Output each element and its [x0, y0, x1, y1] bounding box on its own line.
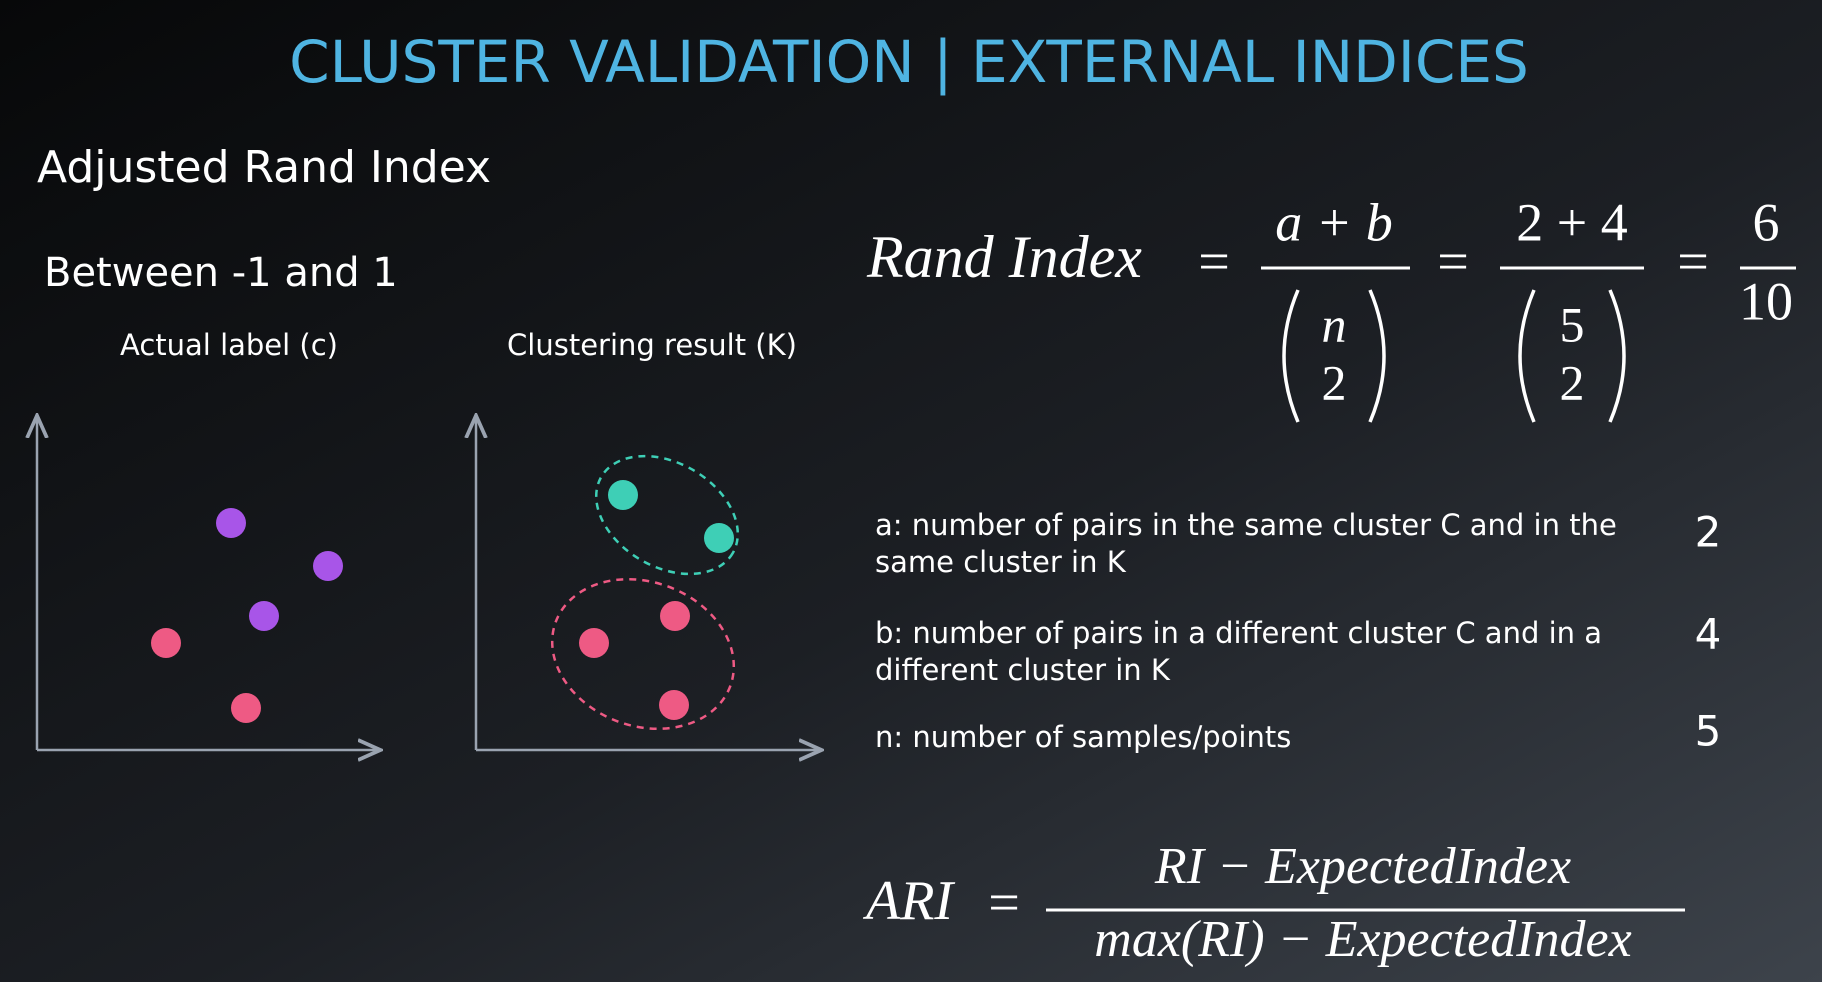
paren — [1608, 289, 1626, 423]
definition-line: same cluster in K — [875, 545, 1127, 579]
formula-name: Rand Index — [866, 224, 1142, 290]
paren — [1368, 289, 1386, 423]
definition-line: a: number of pairs in the same cluster C… — [875, 508, 1617, 542]
paren — [1282, 289, 1300, 423]
definition-line: n: number of samples/points — [875, 720, 1291, 754]
binom-bottom: 2 — [1322, 354, 1347, 410]
definition-value: 2 — [1695, 508, 1722, 557]
range-text: Between -1 and 1 — [44, 250, 398, 296]
numerator: a + b — [1275, 192, 1392, 252]
numerator: 2 + 4 — [1516, 192, 1627, 252]
title: CLUSTER VALIDATION | EXTERNAL INDICES — [289, 28, 1529, 96]
numerator: RI − ExpectedIndex — [1154, 838, 1571, 895]
definition-line: different cluster in K — [875, 653, 1171, 687]
binom-top: 5 — [1560, 296, 1585, 352]
equals: = — [1198, 231, 1230, 293]
plot-label: Clustering result (K) — [507, 328, 797, 362]
heading: Adjusted Rand Index — [37, 142, 491, 193]
plot-axes — [37, 418, 819, 750]
binom-bottom: 2 — [1560, 354, 1585, 410]
formula-name: ARI — [862, 870, 955, 932]
definition-value: 4 — [1695, 610, 1722, 659]
binom-top: n — [1322, 296, 1347, 352]
paren — [1518, 289, 1536, 423]
equals: = — [1677, 231, 1709, 293]
denominator: max(RI) − ExpectedIndex — [1094, 911, 1631, 968]
plot-label: Actual label (c) — [120, 328, 338, 362]
denominator: 10 — [1739, 271, 1793, 331]
scatter-points — [151, 454, 740, 731]
equals: = — [1437, 231, 1469, 293]
definition-value: 5 — [1695, 707, 1722, 756]
equals: = — [988, 872, 1020, 934]
numerator: 6 — [1753, 192, 1780, 252]
definition-line: b: number of pairs in a different cluste… — [875, 616, 1602, 650]
